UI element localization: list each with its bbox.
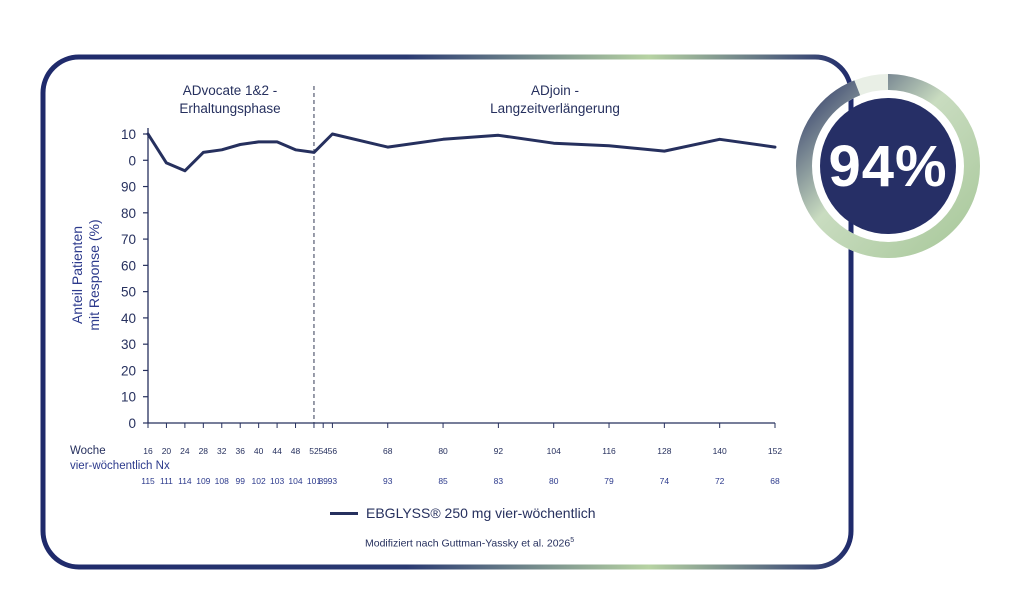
badge-ring-arc — [796, 74, 980, 258]
x-tick-label: 80 — [438, 446, 448, 456]
y-tick-label: 50 — [121, 285, 136, 300]
phase-label-left: ADvocate 1&2 - Erhaltungsphase — [150, 82, 310, 118]
n-tick-label: 102 — [252, 476, 266, 486]
y-axis-label-line1: Anteil Patienten — [69, 225, 85, 325]
x-tick-label: 40 — [254, 446, 264, 456]
n-tick-label: 93 — [383, 476, 393, 486]
badge-core — [820, 98, 956, 234]
x-tick-label: 36 — [235, 446, 245, 456]
y-tick-label: 70 — [121, 232, 136, 247]
n-tick-label: 74 — [660, 476, 670, 486]
n-tick-label: 115 — [141, 476, 155, 486]
n-tick-label: 101 — [307, 476, 321, 486]
x-tick-label: 140 — [713, 446, 727, 456]
y-tick-label: 10 — [121, 390, 136, 405]
x-tick-label: 48 — [291, 446, 301, 456]
y-axis-label-line2: mit Response (%) — [86, 219, 102, 331]
series-layer — [146, 132, 777, 173]
n-tick-label: 83 — [494, 476, 504, 486]
n-tick-label: 89 — [318, 476, 328, 486]
x-tick-label: 104 — [547, 446, 561, 456]
n-tick-label: 72 — [715, 476, 725, 486]
source-superscript: 5 — [570, 537, 575, 544]
y-tick-label: 60 — [121, 258, 136, 273]
chart-axes — [147, 86, 775, 424]
legend-line-swatch — [330, 511, 358, 515]
y-tick-label: 90 — [121, 180, 136, 195]
x-tick-label: 68 — [383, 446, 393, 456]
n-tick-label: 108 — [215, 476, 229, 486]
phase-left-line1: ADvocate 1&2 - — [182, 83, 278, 98]
legend: EBGLYSS® 250 mg vier-wöchentlich — [330, 505, 596, 521]
x-tick-label: 92 — [494, 446, 504, 456]
x-tick-label: 152 — [768, 446, 782, 456]
n-tick-label: 80 — [549, 476, 559, 486]
x-ticks: 16 20 24 28 32 36 40 44 48 52 54 56 68 80 92 104 116 128 1… — [143, 423, 782, 456]
legend-label: EBGLYSS® 250 mg vier-wöchentlich — [366, 505, 596, 521]
x-tick-label: 20 — [162, 446, 172, 456]
y-tick-label: 40 — [121, 311, 136, 326]
n-tick-label: 104 — [288, 476, 302, 486]
phase-right-line2: Langzeitverlängerung — [490, 101, 620, 116]
series-line — [146, 132, 777, 173]
x-tick-label: 44 — [272, 446, 282, 456]
x-tick-label: 24 — [180, 446, 190, 456]
y-ticks: 0 10 20 30 40 50 60 70 80 90 0 10 — [121, 127, 148, 431]
x-tick-label: 54 — [318, 446, 328, 456]
x-tick-label: 128 — [657, 446, 671, 456]
y-axis-label: Anteil Patienten mit Response (%) — [69, 155, 103, 395]
phase-left-line2: Erhaltungsphase — [179, 101, 281, 116]
phase-label-right: ADjoin - Langzeitverlängerung — [460, 82, 650, 118]
y-tick-label: 80 — [121, 206, 136, 221]
n-tick-label: 109 — [196, 476, 210, 486]
x-tick-label: 16 — [143, 446, 153, 456]
n-tick-label: 99 — [235, 476, 245, 486]
y-tick-label: 20 — [121, 363, 136, 378]
source-note: Modifiziert nach Guttman-Yassky et al. 2… — [365, 537, 574, 550]
x-tick-label: 28 — [199, 446, 209, 456]
y-tick-label: 10 — [121, 127, 136, 142]
n-tick-label: 68 — [770, 476, 780, 486]
phase-right-line1: ADjoin - — [530, 83, 579, 98]
y-tick-label: 0 — [128, 153, 136, 168]
percent-badge: 94% — [790, 68, 986, 264]
x-row-label: Woche — [70, 445, 106, 457]
x-tick-label: 56 — [328, 446, 338, 456]
y-tick-label: 30 — [121, 337, 136, 352]
x-tick-label: 116 — [602, 446, 616, 456]
x-tick-label: 32 — [217, 446, 227, 456]
n-tick-label: 93 — [328, 476, 338, 486]
badge-value: 94% — [828, 133, 948, 199]
n-tick-label: 114 — [178, 476, 192, 486]
n-tick-label: 85 — [438, 476, 448, 486]
n-row-label: vier-wöchentlich Nx — [70, 460, 170, 472]
y-tick-label: 0 — [128, 416, 136, 431]
n-tick-label: 103 — [270, 476, 284, 486]
x-tick-label: 52 — [309, 446, 319, 456]
badge-ring — [796, 74, 980, 258]
n-tick-label: 79 — [604, 476, 614, 486]
source-text: Modifiziert nach Guttman-Yassky et al. 2… — [365, 537, 571, 550]
n-tick-label: 111 — [160, 476, 173, 486]
